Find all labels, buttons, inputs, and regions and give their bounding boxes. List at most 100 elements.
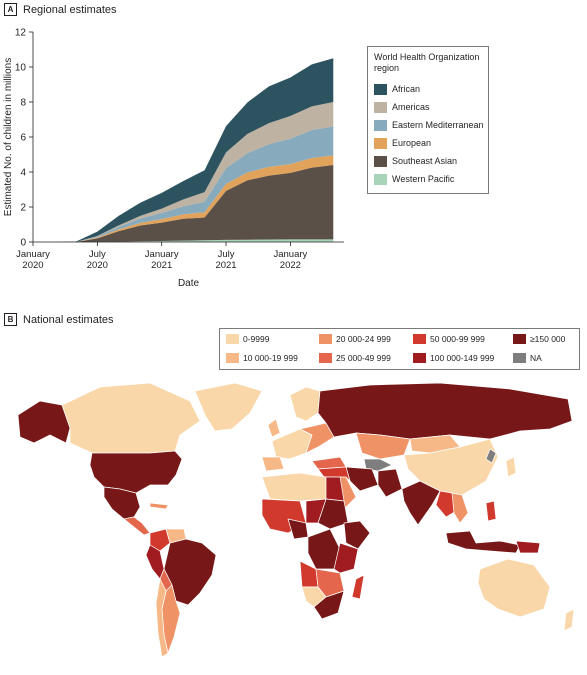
x-tick-label: 2022: [280, 260, 301, 271]
country-south-africa: [313, 590, 345, 620]
y-axis-label: Estimated No. of children in millions: [3, 58, 14, 216]
panel-a-title: Regional estimates: [23, 3, 117, 16]
legend-item-americas: Americas: [374, 98, 488, 116]
map-legend-swatch: [413, 334, 426, 344]
legend-item-african: African: [374, 80, 488, 98]
region-central-america: [123, 516, 151, 536]
area-southeast-asian: [33, 165, 334, 242]
legend-label: Americas: [392, 102, 430, 112]
legend-label: Eastern Mediterranean: [392, 120, 484, 130]
legend-swatch: [374, 155, 387, 167]
region-central-asia: [363, 458, 393, 472]
y-tick-label: 0: [20, 238, 26, 249]
x-tick-label: 2020: [22, 260, 43, 271]
y-tick-label: 8: [20, 98, 26, 109]
map-legend-label: 10 000-19 999: [243, 353, 298, 363]
map-legend-item: 100 000-149 999: [413, 353, 494, 363]
map-legend-item: 25 000-49 999: [319, 353, 391, 363]
legend-item-southeast-asian: Southeast Asian: [374, 152, 488, 170]
map-legend-item: 10 000-19 999: [226, 353, 298, 363]
x-tick-label: January: [145, 249, 179, 260]
map-legend-label: 100 000-149 999: [430, 353, 495, 363]
x-tick-label: January: [16, 249, 50, 260]
map-legend-item: 20 000-24 999: [319, 334, 391, 344]
legend-swatch: [374, 101, 387, 113]
map-legend-item: ≥150 000: [513, 334, 565, 344]
map-legend-label: 0-9999: [243, 334, 270, 344]
country-uk: [267, 418, 281, 438]
x-tick-label: 2020: [87, 260, 108, 271]
country-new-zealand: [563, 608, 575, 632]
map-legend-swatch: [513, 334, 526, 344]
country-russia: [317, 382, 573, 440]
region-north-africa: [261, 472, 327, 502]
world-choropleth-map: [17, 382, 575, 658]
legend-swatch: [374, 119, 387, 131]
country-bangladesh-myanmar: [435, 490, 457, 518]
legend-swatch: [374, 83, 387, 95]
country-iraq-syria: [317, 466, 351, 482]
panel-a-header: A Regional estimates: [4, 3, 117, 16]
region-indochina: [451, 492, 469, 524]
area-americas: [33, 102, 334, 242]
region-scandinavia: [289, 386, 321, 422]
map-legend-label: 20 000-24 999: [336, 334, 391, 344]
legend-item-western-pacific: Western Pacific: [374, 170, 488, 188]
map-legend-swatch: [226, 353, 239, 363]
y-tick-label: 12: [15, 28, 27, 39]
country-chad: [305, 498, 327, 524]
country-usa: [89, 450, 183, 494]
legend-title: World Health Organization region: [374, 52, 480, 73]
area-western-pacific: [33, 239, 334, 242]
region-caribbean: [149, 502, 169, 510]
map-legend-item: 0-9999: [226, 334, 269, 344]
panel-b-title: National estimates: [23, 313, 114, 326]
country-india: [401, 480, 441, 526]
legend-label: Western Pacific: [392, 174, 455, 184]
map-legend-label: NA: [530, 353, 542, 363]
x-axis-label: Date: [178, 278, 200, 289]
legend-swatch: [374, 137, 387, 149]
legend-label: Southeast Asian: [392, 156, 458, 166]
x-tick-label: 2021: [151, 260, 172, 271]
country-chile: [155, 578, 169, 658]
x-tick-label: July: [218, 249, 235, 260]
y-tick-label: 10: [15, 63, 27, 74]
map-legend-item: NA: [513, 353, 542, 363]
country-spain: [261, 456, 285, 472]
country-australia: [477, 558, 551, 618]
legend-label: African: [392, 84, 421, 94]
country-indonesia: [445, 530, 521, 554]
country-ethiopia-somalia: [343, 520, 371, 550]
panel-b-header: B National estimates: [4, 313, 114, 326]
country-papua-new-guinea: [515, 540, 541, 554]
map-legend-label: 25 000-49 999: [336, 353, 391, 363]
map-legend-swatch: [319, 334, 332, 344]
y-tick-label: 4: [20, 168, 26, 179]
country-china: [403, 438, 499, 496]
country-alaska: [17, 400, 71, 444]
region-east-africa: [333, 542, 359, 574]
map-legend-swatch: [513, 353, 526, 363]
country-greenland: [194, 382, 263, 432]
x-tick-label: July: [89, 249, 106, 260]
map-legend: 0-9999 10 000-19 999 20 000-24 999 25 00…: [219, 328, 580, 370]
country-japan: [505, 456, 517, 478]
legend-swatch: [374, 173, 387, 185]
chart-legend: World Health Organization region African…: [367, 46, 489, 194]
legend-item-eastern-mediterranean: Eastern Mediterranean: [374, 116, 488, 134]
country-north-korea: [485, 448, 497, 464]
stacked-area-chart: 024681012January2020July2020January2021J…: [3, 28, 344, 289]
map-legend-swatch: [413, 353, 426, 363]
map-legend-label: ≥150 000: [530, 334, 566, 344]
map-legend-swatch: [226, 334, 239, 344]
area-eastern-mediterranean: [33, 126, 334, 242]
y-tick-label: 2: [20, 203, 26, 214]
area-european: [33, 155, 334, 242]
map-legend-item: 50 000-99 999: [413, 334, 485, 344]
country-afghanistan-pakistan: [377, 468, 403, 498]
y-tick-label: 6: [20, 133, 26, 144]
country-philippines: [485, 500, 497, 522]
x-tick-label: 2021: [215, 260, 236, 271]
area-african: [33, 58, 334, 242]
